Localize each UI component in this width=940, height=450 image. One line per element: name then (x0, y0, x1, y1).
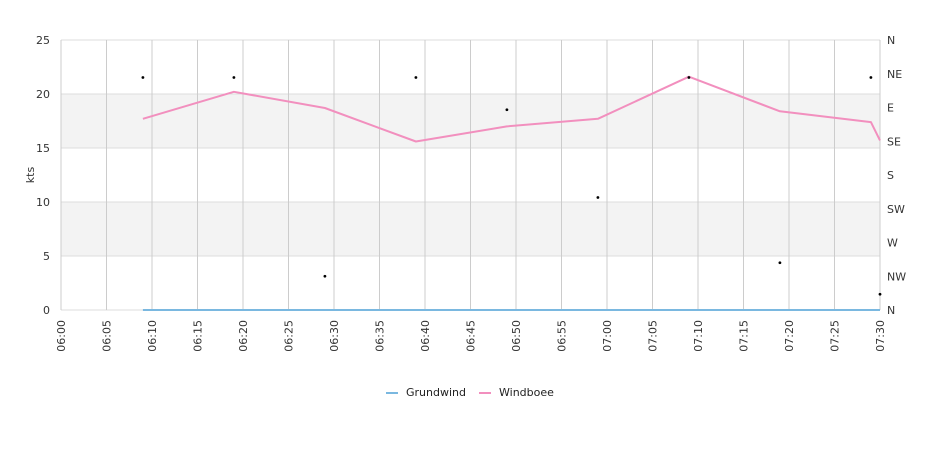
legend-label-windboee: Windboee (499, 386, 554, 399)
x-tick-label: 06:05 (101, 320, 114, 352)
x-tick-label: 06:15 (192, 320, 205, 352)
x-tick-label: 06:10 (146, 320, 159, 352)
y-axis-ticks: 0 5 10 15 20 25 (36, 34, 50, 317)
direction-point[interactable] (778, 261, 782, 265)
y-tick-label: 10 (36, 196, 50, 209)
direction-point[interactable] (505, 108, 509, 112)
y-tick-label: 0 (43, 304, 50, 317)
x-tick-label: 06:35 (374, 320, 387, 352)
direction-point[interactable] (596, 196, 600, 199)
x-tick-label: 06:20 (237, 320, 250, 352)
y-axis-label: kts (24, 167, 37, 184)
legend-label-grundwind: Grundwind (406, 386, 466, 399)
x-tick-label: 06:40 (419, 320, 432, 352)
x-tick-label: 06:45 (465, 320, 478, 352)
y-tick-label: 5 (43, 250, 50, 263)
right-axis-label: SW (887, 203, 905, 216)
right-axis-label: N (887, 304, 895, 317)
x-tick-label: 06:30 (328, 320, 341, 352)
x-tick-label: 06:25 (283, 320, 296, 352)
x-tick-label: 07:10 (692, 320, 705, 352)
direction-point[interactable] (141, 76, 145, 79)
series-lines (142, 75, 881, 311)
x-tick-label: 07:25 (829, 320, 842, 352)
right-axis-label: NE (887, 68, 902, 81)
x-tick-label: 06:50 (510, 320, 523, 352)
x-gridlines (60, 40, 881, 310)
y-tick-label: 15 (36, 142, 50, 155)
x-tick-label: 07:05 (647, 320, 660, 352)
legend: Grundwind Windboee (386, 386, 554, 399)
direction-point[interactable] (414, 76, 418, 79)
legend-item-windboee[interactable]: Windboee (479, 386, 554, 399)
x-tick-label: 07:00 (601, 320, 614, 352)
y-tick-label: 20 (36, 88, 50, 101)
right-axis-label: NW (887, 270, 906, 283)
direction-point[interactable] (323, 274, 327, 278)
right-axis-label: W (887, 237, 898, 250)
x-tick-label: 06:55 (556, 320, 569, 352)
y-tick-label: 25 (36, 34, 50, 47)
x-axis-ticks: 06:00 06:05 06:10 06:15 06:20 06:25 06:30 06:35… (55, 320, 887, 352)
direction-points (141, 76, 882, 296)
right-axis-label: N (887, 34, 895, 47)
x-tick-label: 07:20 (783, 320, 796, 352)
direction-point[interactable] (878, 292, 882, 296)
direction-point[interactable] (232, 76, 236, 79)
x-tick-label: 06:00 (55, 320, 68, 352)
legend-item-grundwind[interactable]: Grundwind (386, 386, 466, 399)
series-line-windboee[interactable] (142, 75, 881, 143)
x-tick-label: 07:30 (874, 320, 887, 352)
right-axis-label: SE (887, 135, 901, 148)
direction-point[interactable] (687, 76, 691, 79)
direction-point[interactable] (869, 76, 873, 79)
right-axis-label: E (887, 102, 894, 115)
right-axis-ticks: N NW W SW S SE E NE N (887, 34, 906, 317)
right-axis-label: S (887, 169, 894, 182)
x-tick-label: 07:15 (738, 320, 751, 352)
